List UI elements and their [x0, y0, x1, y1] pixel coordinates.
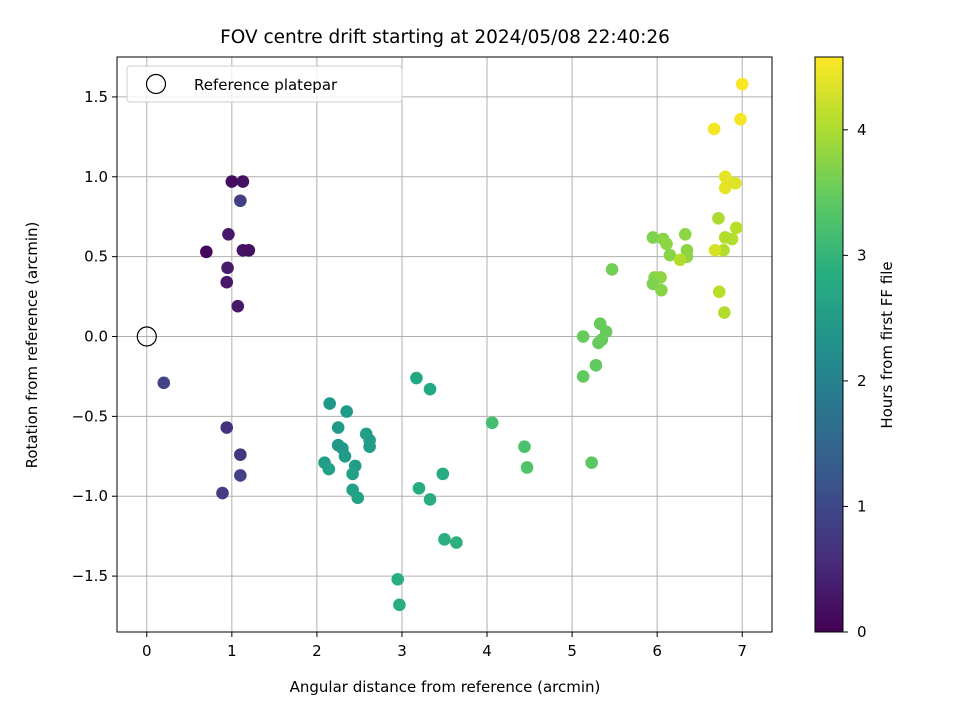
data-point: [729, 176, 742, 190]
data-point: [216, 486, 229, 500]
x-tick-label: 5: [567, 642, 577, 660]
legend-box: [126, 65, 403, 103]
reference-platepar-marker: [136, 326, 157, 347]
y-tick-label: −1.5: [72, 567, 108, 585]
data-point: [520, 461, 534, 474]
data-point: [200, 245, 213, 259]
colorbar-tick-label: 4: [857, 121, 867, 139]
data-point: [234, 469, 247, 482]
data-point: [660, 237, 673, 251]
data-point: [363, 440, 376, 454]
data-point: [331, 421, 345, 434]
data-point: [423, 493, 437, 506]
data-point: [234, 194, 247, 208]
y-tick-label: −0.5: [72, 407, 108, 425]
data-point: [592, 336, 605, 350]
data-point: [236, 175, 250, 188]
data-point: [655, 283, 668, 297]
colorbar-tick-label: 3: [857, 246, 867, 264]
plot-area-frame: [116, 56, 773, 633]
y-tick-label: 1.0: [84, 168, 108, 186]
data-point: [712, 212, 725, 225]
data-point: [412, 481, 426, 495]
data-point: [605, 263, 619, 276]
colorbar-tick-label: 0: [857, 623, 867, 641]
x-tick-label: 7: [737, 642, 747, 660]
y-tick-label: −1.0: [72, 487, 108, 505]
data-points: [136, 77, 749, 612]
grid-lines: [117, 57, 772, 632]
data-point: [712, 285, 726, 299]
colorbar-label: Hours from first FF file: [878, 261, 896, 428]
x-tick-label: 3: [397, 642, 407, 660]
y-tick-label: 1.5: [84, 88, 108, 106]
data-point: [518, 440, 531, 454]
data-point: [393, 598, 406, 612]
data-point: [220, 275, 234, 289]
data-point: [708, 243, 722, 257]
data-point: [673, 253, 687, 267]
x-tick-label: 4: [482, 642, 492, 660]
data-point: [322, 462, 336, 476]
data-point: [589, 358, 603, 372]
data-point: [234, 448, 247, 462]
colorbar-gradient: [814, 56, 844, 633]
chart-title: FOV centre drift starting at 2024/05/08 …: [220, 27, 670, 48]
colorbar-ticks: 0 1 2 3 4: [843, 121, 867, 641]
legend-entry-reference: Reference platepar: [194, 76, 338, 94]
data-point: [157, 376, 171, 390]
y-axis-label: Rotation from reference (arcmin): [23, 222, 41, 469]
x-tick-label: 6: [652, 642, 662, 660]
data-point: [340, 405, 353, 418]
y-tick-label: 0.0: [84, 328, 108, 346]
x-axis-label: Angular distance from reference (arcmin): [290, 678, 601, 696]
data-point: [678, 227, 692, 241]
data-point: [585, 456, 598, 469]
data-point: [707, 122, 721, 136]
data-point: [576, 330, 590, 343]
x-tick-label: 2: [312, 642, 322, 660]
data-point: [718, 181, 732, 195]
colorbar-tick-label: 2: [857, 372, 867, 390]
data-point: [663, 248, 677, 262]
data-point: [222, 227, 235, 241]
data-point: [221, 261, 234, 275]
data-point: [646, 231, 660, 244]
y-tick-label: 0.5: [84, 248, 108, 266]
data-point: [735, 77, 749, 91]
data-point: [338, 450, 352, 463]
data-point: [410, 371, 423, 385]
data-point: [718, 306, 731, 319]
x-tick-label: 0: [142, 642, 152, 660]
data-point: [450, 536, 463, 549]
data-point: [485, 416, 499, 430]
legend: Reference platepar: [126, 65, 403, 103]
colorbar: 0 1 2 3 4 Hours from first FF file: [814, 56, 896, 641]
data-point: [725, 232, 739, 246]
data-point: [231, 299, 245, 313]
data-point: [391, 572, 405, 586]
data-point: [351, 491, 365, 505]
data-point: [423, 382, 437, 396]
data-point: [220, 421, 234, 434]
data-point: [438, 533, 451, 546]
data-point: [225, 175, 239, 188]
data-point: [436, 467, 450, 481]
x-axis: 0 1 2 3 4 5 6 7: [142, 632, 747, 660]
data-point: [346, 467, 359, 481]
data-point: [734, 112, 747, 126]
y-axis: −1.5 −1.0 −0.5 0.0 0.5 1.0 1.5: [72, 88, 117, 585]
data-point: [242, 243, 256, 257]
legend-reference-marker: [145, 73, 167, 95]
data-point: [576, 370, 590, 383]
data-point: [729, 221, 743, 235]
x-tick-label: 1: [227, 642, 237, 660]
data-point: [323, 397, 336, 410]
colorbar-tick-label: 1: [857, 497, 867, 515]
